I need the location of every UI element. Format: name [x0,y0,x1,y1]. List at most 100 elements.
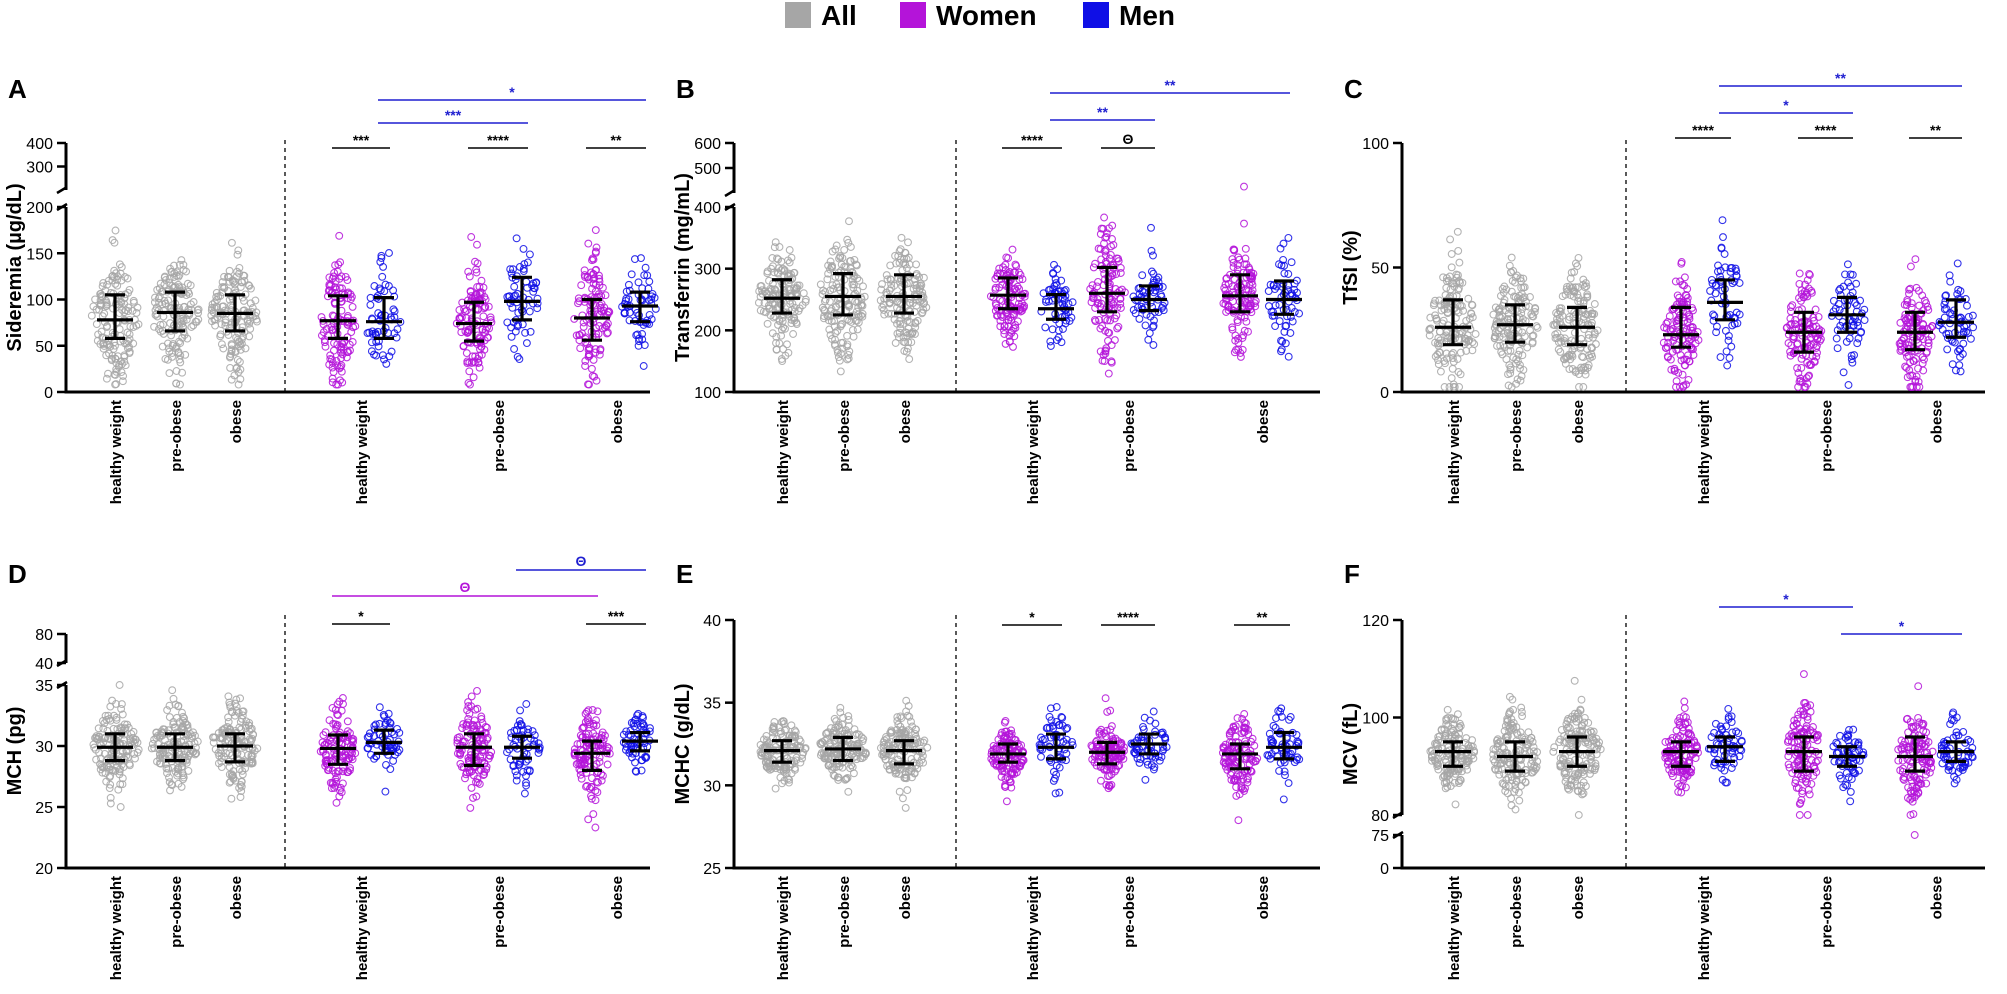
data-point [1905,285,1914,294]
data-point [801,295,810,304]
data-point [592,777,601,786]
data-point [844,715,853,724]
data-point [167,780,176,789]
data-point [849,769,858,778]
data-point [251,296,260,305]
data-point [225,698,234,707]
data-point [859,282,867,291]
data-point [1519,274,1528,283]
data-point [326,778,335,787]
data-point [231,699,240,708]
data-point [325,273,334,282]
data-point [165,369,174,378]
data-point [179,266,188,274]
data-point [768,728,777,737]
data-point [148,739,157,748]
data-point [1091,259,1100,268]
data-point [467,233,476,241]
data-point [120,308,129,317]
data-point [100,719,109,728]
data-point [464,702,473,711]
data-point [380,355,388,364]
data-point [1909,383,1917,391]
data-point [235,357,244,366]
data-point [375,284,384,293]
data-point [115,681,124,689]
data-point [1104,336,1112,345]
data-point [1962,327,1971,336]
y-tick-label: 100 [26,293,53,310]
data-point [94,724,103,733]
data-point [1681,361,1690,370]
data-point [1240,219,1248,228]
data-point [1519,365,1528,374]
data-point [1829,296,1838,305]
data-point [785,246,794,254]
data-point [1516,376,1525,385]
data-point [777,257,786,266]
data-point [224,717,233,726]
data-point [772,332,781,341]
x-category-label: pre-obese [1819,400,1836,472]
data-point [1046,337,1055,346]
panel-letter: A [8,74,27,104]
data-point [390,307,399,316]
data-point [1814,312,1823,321]
data-point [177,782,186,791]
data-point [324,766,332,775]
data-point [991,744,1000,753]
data-point [1445,272,1454,281]
data-point [462,349,471,358]
data-point [1567,350,1576,359]
data-point [1799,293,1808,302]
data-point [876,744,885,752]
data-point [503,318,512,327]
data-point [1112,270,1121,279]
x-category-label: pre-obese [1508,400,1525,472]
data-point [246,284,255,293]
data-point [512,776,521,785]
data-point [1238,334,1247,342]
data-point [1903,297,1912,306]
data-point [232,364,241,373]
data-point [1052,336,1061,345]
legend-label-all: All [821,0,857,31]
data-point [1667,365,1676,374]
significance-label: Θ [460,579,471,595]
data-point [895,247,904,256]
data-point [1158,283,1167,291]
data-point [1498,350,1507,359]
data-point [329,272,338,281]
x-category-label: obese [1255,400,1272,443]
data-point [1906,262,1915,271]
data-point [1833,344,1842,353]
data-point [1270,285,1279,294]
data-point [110,238,119,247]
data-point [506,265,515,274]
data-point [165,713,174,722]
data-point [484,754,493,763]
data-point [1498,284,1507,293]
data-point [218,278,227,287]
data-point [97,754,105,763]
data-point [1684,375,1693,384]
data-point [160,273,169,282]
data-point [1491,303,1500,312]
data-point [1816,335,1825,344]
data-point [779,767,788,776]
data-point [849,332,858,341]
data-point [911,330,919,338]
data-point [459,763,468,772]
group-obese-men [618,254,660,370]
data-point [1018,275,1027,284]
data-point [1670,366,1679,375]
data-point [1240,326,1249,335]
data-point [370,754,379,763]
data-point [169,717,178,726]
data-point [522,781,531,790]
data-point [993,272,1001,281]
data-point [768,254,777,262]
data-point [107,356,116,365]
data-point [191,749,200,758]
data-point [1955,361,1964,370]
